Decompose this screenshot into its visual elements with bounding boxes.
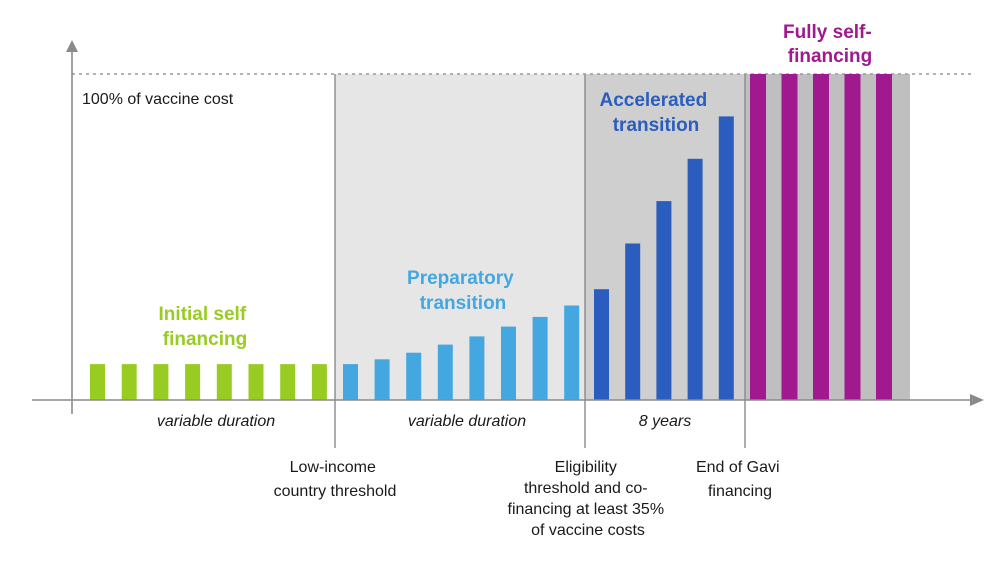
bar-fully-self-financing-4 [844,74,861,400]
threshold-label-low-income: Low-income country threshold [274,459,397,500]
bar-initial-self-financing-6 [248,364,264,400]
threshold-label-line: country threshold [274,483,397,500]
bar-initial-self-financing-5 [216,364,232,400]
threshold-label-eligibility: Eligibility threshold and co- financing … [508,459,669,539]
phase-label-line: Initial self [159,304,247,325]
bar-initial-self-financing-8 [311,364,327,400]
bar-fully-self-financing-2 [781,74,798,400]
bar-initial-self-financing-3 [153,364,169,400]
bar-preparatory-transition-6 [501,326,516,400]
bar-preparatory-transition-2 [374,359,390,401]
phase-label-line: Accelerated [599,90,707,111]
phase-label-line: financing [163,329,247,350]
phase-label-line: transition [613,115,700,136]
phase-label-preparatory-transition: Preparatory transition [407,268,519,314]
bar-accelerated-transition-4 [687,158,703,400]
threshold-label-line: Eligibility [555,459,617,476]
bar-initial-self-financing-1 [90,364,105,400]
threshold-label-end-of-gavi: End of Gavi financing [696,459,784,500]
bar-initial-self-financing-2 [121,364,137,400]
bar-accelerated-transition-1 [594,289,609,400]
duration-label-preparatory: variable duration [408,413,526,430]
bar-preparatory-transition-1 [343,364,358,400]
threshold-label-line: financing at least 35% [508,501,665,518]
duration-label-initial: variable duration [157,413,275,430]
bar-fully-self-financing-3 [813,74,829,400]
bar-accelerated-transition-3 [656,201,672,400]
bar-initial-self-financing-7 [280,364,296,400]
bar-fully-self-financing-1 [750,74,766,400]
bar-initial-self-financing-4 [185,364,201,400]
bar-preparatory-transition-7 [532,316,548,400]
threshold-label-line: End of Gavi [696,459,780,476]
threshold-label-line: Low-income [290,459,376,476]
bar-preparatory-transition-3 [406,352,422,400]
phase-label-line: transition [420,293,507,314]
bar-accelerated-transition-2 [625,243,641,400]
threshold-label-line: financing [708,483,772,500]
bar-preparatory-transition-8 [564,305,580,400]
phase-label-initial-self-financing: Initial self financing [159,304,252,350]
bar-series-group [90,74,892,401]
phase-label-accelerated-transition: Accelerated transition [599,90,712,136]
threshold-label-line: of vaccine costs [531,522,645,539]
duration-label-accelerated: 8 years [639,413,691,430]
y-axis-arrowhead [66,40,78,52]
full-cost-reference-label: 100% of vaccine cost [82,91,234,108]
bar-preparatory-transition-4 [437,344,453,400]
phase-label-line: Preparatory [407,268,514,289]
phase-label-line: Fully self- [783,22,872,43]
x-axis-arrowhead [970,394,984,406]
phase-label-line: financing [788,46,872,67]
bar-accelerated-transition-5 [718,116,734,401]
bar-fully-self-financing-5 [876,74,892,400]
phase-label-fully-self-financing: Fully self- financing [783,22,877,67]
threshold-label-line: threshold and co- [524,480,648,497]
bar-preparatory-transition-5 [469,336,485,400]
